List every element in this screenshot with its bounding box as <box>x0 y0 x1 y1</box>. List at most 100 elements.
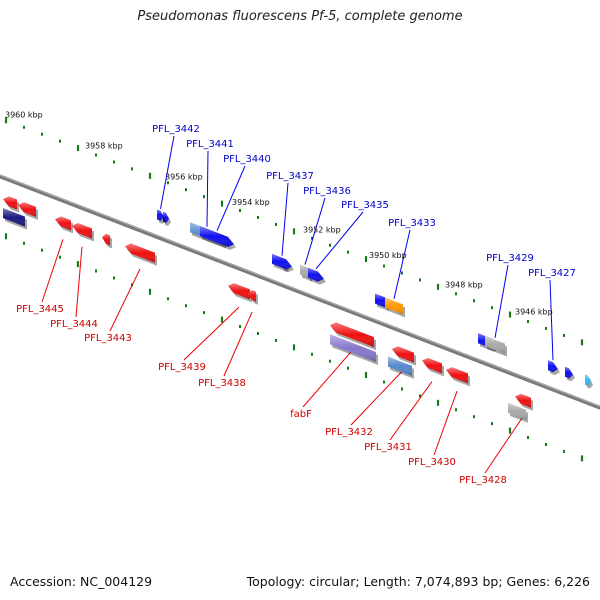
reverse-gene-connector <box>350 370 404 426</box>
forward-gene-connector <box>549 279 554 361</box>
gene-feature[interactable] <box>308 267 326 285</box>
reverse-gene-connector <box>183 306 240 361</box>
reverse-gene-label[interactable]: PFL_3431 <box>364 442 412 453</box>
gene-shade <box>228 283 250 300</box>
gene-shade <box>3 208 25 227</box>
forward-gene-label[interactable]: PFL_3442 <box>152 124 200 135</box>
forward-gene-connector <box>304 197 326 265</box>
kbp-label: 3956 kbp <box>165 172 203 181</box>
reverse-gene-label[interactable]: PFL_3432 <box>325 427 373 438</box>
gene-shade <box>422 357 442 374</box>
gene-feature[interactable] <box>548 360 560 376</box>
accession-text: Accession: NC_004129 <box>10 574 153 589</box>
genome-title: Pseudomonas fluorescens Pf-5, complete g… <box>137 9 463 24</box>
gene-feature[interactable] <box>515 393 533 411</box>
gene-feature[interactable] <box>330 334 378 365</box>
gene-features[interactable] <box>3 196 593 423</box>
gene-feature[interactable] <box>55 216 73 234</box>
gene-feature[interactable] <box>508 402 528 423</box>
label-connectors <box>41 135 554 474</box>
gene-feature[interactable] <box>392 346 416 366</box>
gene-feature[interactable] <box>388 356 414 379</box>
gene-shade <box>248 290 256 302</box>
gene-shade <box>548 360 558 373</box>
gene-feature[interactable] <box>485 335 507 357</box>
genome-backbone <box>0 174 600 410</box>
gene-shade <box>330 334 376 362</box>
gene-feature[interactable] <box>385 297 405 318</box>
gene-shade <box>157 209 164 221</box>
gene-labels: PFL_3442 PFL_3441 PFL_3440 PFL_3437 PFL_3436… <box>16 124 576 486</box>
gene-feature[interactable] <box>3 208 27 230</box>
gene-shade <box>102 233 110 246</box>
gene-shade <box>446 367 468 384</box>
gene-shade <box>125 243 155 263</box>
gene-shade <box>508 402 526 420</box>
forward-gene-label[interactable]: PFL_3440 <box>223 154 271 165</box>
topology-text: Topology: circular; Length: 7,074,893 bp… <box>246 574 590 589</box>
kbp-label: 3950 kbp <box>369 251 407 260</box>
reverse-gene-label[interactable]: PFL_3445 <box>16 304 64 315</box>
forward-gene-label[interactable]: PFL_3436 <box>303 186 351 197</box>
reverse-gene-label[interactable]: PFL_3443 <box>84 333 132 344</box>
gene-feature[interactable] <box>125 243 157 266</box>
gene-shade <box>163 211 169 223</box>
reverse-gene-label[interactable]: PFL_3438 <box>198 378 246 389</box>
forward-gene-connector <box>216 165 246 231</box>
gene-feature[interactable] <box>18 202 38 220</box>
gene-feature[interactable] <box>585 374 593 389</box>
gene-shade <box>300 264 310 279</box>
gene-shade <box>388 356 412 376</box>
reverse-gene-label[interactable]: PFL_3439 <box>158 362 206 373</box>
gene-feature[interactable] <box>163 211 171 226</box>
reverse-gene-label[interactable]: fabF <box>290 409 312 420</box>
gene-shade <box>330 322 374 348</box>
gene-feature[interactable] <box>157 209 166 224</box>
gene-feature[interactable] <box>72 223 94 242</box>
kbp-label: 3946 kbp <box>515 307 553 316</box>
reverse-gene-connector <box>389 381 433 441</box>
gene-feature[interactable] <box>228 283 252 303</box>
gene-shade <box>585 374 591 386</box>
kbp-label: 3954 kbp <box>232 198 270 207</box>
gene-shade <box>392 346 414 363</box>
kbp-label: 3952 kbp <box>303 226 341 235</box>
reverse-gene-connector <box>109 268 141 332</box>
kbp-scale-labels: 3960 kbp 3958 kbp 3956 kbp 3954 kbp 3952 kbp… <box>5 111 553 317</box>
forward-gene-label[interactable]: PFL_3433 <box>388 218 436 229</box>
gene-shade <box>3 196 17 210</box>
gene-feature[interactable] <box>200 226 236 250</box>
forward-gene-connector <box>206 150 209 227</box>
forward-gene-label[interactable]: PFL_3435 <box>341 200 389 211</box>
reverse-gene-label[interactable]: PFL_3430 <box>408 457 456 468</box>
reverse-gene-connector <box>41 239 64 303</box>
forward-gene-label[interactable]: PFL_3429 <box>486 253 534 264</box>
reverse-gene-label[interactable]: PFL_3428 <box>459 475 507 486</box>
forward-gene-connector <box>281 182 289 256</box>
gene-shade <box>272 253 292 270</box>
gene-shade <box>308 267 324 282</box>
gene-feature[interactable] <box>330 322 376 351</box>
gene-shade <box>55 216 71 231</box>
gene-shade <box>485 335 505 354</box>
gene-feature[interactable] <box>3 196 19 213</box>
gene-feature[interactable] <box>446 367 470 387</box>
gene-feature[interactable] <box>248 290 258 305</box>
forward-gene-label[interactable]: PFL_3437 <box>266 171 314 182</box>
gene-shade <box>515 393 531 408</box>
gene-feature[interactable] <box>565 366 575 382</box>
gene-shade <box>18 202 36 217</box>
reverse-gene-label[interactable]: PFL_3444 <box>50 319 98 330</box>
gene-feature[interactable] <box>272 253 294 273</box>
gene-shade <box>385 297 403 315</box>
forward-gene-label[interactable]: PFL_3441 <box>186 139 234 150</box>
forward-gene-connector <box>393 229 411 300</box>
gene-feature[interactable] <box>102 233 112 249</box>
gene-feature[interactable] <box>300 264 312 282</box>
forward-gene-label[interactable]: PFL_3427 <box>528 268 576 279</box>
gene-feature[interactable] <box>422 357 444 377</box>
kbp-label: 3948 kbp <box>445 280 483 289</box>
tick-rows <box>4 117 584 462</box>
gene-shade <box>200 226 234 247</box>
